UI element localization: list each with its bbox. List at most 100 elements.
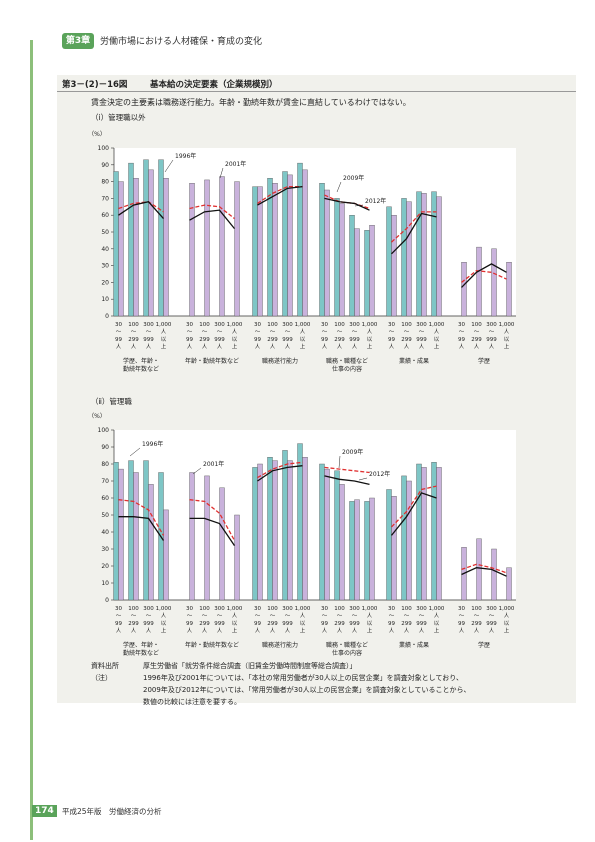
- x-tick-label: 人: [131, 628, 137, 635]
- bar: [506, 567, 512, 601]
- note-line: 2009年及び2012年については、「常用労働者が30人以上の民営企業」を調査対…: [143, 686, 471, 694]
- bar: [431, 191, 437, 317]
- series-line: [391, 485, 437, 528]
- x-tick-label: 人: [352, 628, 358, 635]
- x-tick-label: 〜: [389, 614, 395, 620]
- x-tick-label: 人: [367, 613, 373, 620]
- left-accent-bar: [30, 40, 33, 840]
- x-tick-label: 人: [217, 628, 223, 635]
- y-tick-label: 70: [101, 195, 109, 202]
- x-tick-label: 299: [401, 621, 412, 627]
- group-label: 学歴: [478, 641, 490, 649]
- bar: [113, 171, 119, 317]
- group-label: 勤続年数など: [123, 649, 159, 657]
- x-tick-label: 〜: [131, 614, 137, 620]
- x-tick-label: 以: [434, 621, 440, 627]
- x-tick-label: 人: [337, 628, 343, 635]
- group-label: 業績・成果: [399, 357, 429, 365]
- x-tick-label: 1,000: [227, 322, 243, 328]
- x-tick-label: 以: [300, 337, 306, 343]
- y-tick-label: 50: [101, 229, 109, 236]
- x-tick-label: 〜: [202, 330, 208, 336]
- series-line: [257, 185, 303, 206]
- bar: [431, 462, 437, 601]
- series-annotation: 2012年: [365, 197, 386, 205]
- bar: [163, 509, 169, 601]
- x-tick-label: 人: [459, 628, 465, 635]
- x-tick-label: 30: [388, 322, 395, 328]
- x-tick-label: 〜: [404, 330, 410, 336]
- group-label: 年齢・勤続年数など: [185, 641, 239, 649]
- y-tick-label: 40: [101, 529, 109, 536]
- x-tick-label: 30: [254, 322, 261, 328]
- bar: [421, 467, 427, 601]
- bar: [476, 246, 482, 317]
- x-tick-label: 100: [128, 606, 139, 612]
- y-tick-label: 0: [105, 313, 109, 320]
- x-tick-label: 人: [116, 628, 122, 635]
- annotation-leader: [338, 455, 341, 469]
- x-tick-label: 99: [321, 621, 328, 627]
- x-tick-label: 〜: [285, 330, 291, 336]
- x-tick-label: 〜: [474, 614, 480, 620]
- y-tick-label: 80: [101, 461, 109, 468]
- x-tick-label: 〜: [255, 330, 261, 336]
- annotation-leader: [219, 167, 224, 179]
- bar: [491, 548, 497, 601]
- x-tick-label: 人: [255, 628, 261, 635]
- x-tick-label: 人: [202, 344, 208, 351]
- bar: [133, 472, 139, 601]
- x-tick-label: 299: [267, 337, 278, 343]
- x-tick-label: 100: [128, 322, 139, 328]
- x-tick-label: 1,000: [362, 322, 378, 328]
- source-label: 資料出所: [91, 662, 119, 670]
- panel-label-2: （ⅱ）管理職: [91, 397, 132, 406]
- group-label: 学歴、年齢・: [123, 357, 159, 365]
- x-tick-label: 100: [471, 322, 482, 328]
- y-axis-unit: （%）: [88, 413, 106, 420]
- x-tick-label: 30: [388, 606, 395, 612]
- notes: 資料出所 厚生労働省「就労条件総合調査（旧賃金労働時間制度等総合調査）」 （注） 1…: [91, 660, 561, 708]
- x-tick-label: 人: [285, 628, 291, 635]
- x-tick-label: 人: [255, 344, 261, 351]
- x-tick-label: 299: [334, 621, 345, 627]
- x-tick-label: 人: [116, 344, 122, 351]
- x-tick-label: 以: [504, 337, 510, 343]
- annotation-leader: [354, 204, 364, 207]
- x-tick-label: 人: [131, 344, 137, 351]
- y-tick-label: 80: [101, 179, 109, 186]
- x-tick-label: 99: [115, 337, 122, 343]
- x-tick-label: 人: [270, 344, 276, 351]
- x-tick-label: 30: [186, 606, 193, 612]
- x-tick-label: 30: [321, 606, 328, 612]
- annotation-leader: [336, 181, 342, 193]
- bar: [163, 178, 169, 317]
- x-tick-label: 1,000: [499, 606, 515, 612]
- series-line: [324, 475, 370, 486]
- x-tick-label: 〜: [217, 614, 223, 620]
- bar: [302, 457, 308, 601]
- series-line: [189, 517, 236, 546]
- bar: [267, 457, 273, 601]
- x-tick-label: 299: [471, 337, 482, 343]
- x-tick-label: 1,000: [295, 322, 311, 328]
- bar: [334, 470, 340, 601]
- y-tick-label: 90: [101, 444, 109, 451]
- x-tick-label: 人: [419, 344, 425, 351]
- bar: [204, 179, 210, 317]
- x-tick-label: 〜: [322, 330, 328, 336]
- x-tick-label: 30: [458, 606, 465, 612]
- x-tick-label: 〜: [489, 614, 495, 620]
- bar: [324, 189, 330, 317]
- bar: [386, 206, 392, 317]
- x-tick-label: 999: [214, 337, 225, 343]
- x-tick-label: 300: [143, 322, 154, 328]
- y-tick-label: 10: [101, 580, 109, 587]
- series-line: [189, 209, 236, 230]
- bar: [234, 181, 240, 317]
- chart-managerial: （%）010203040506070809010030〜99人100〜299人3…: [88, 413, 516, 657]
- x-tick-label: 100: [334, 606, 345, 612]
- x-tick-label: 99: [186, 621, 193, 627]
- x-tick-label: 人: [419, 628, 425, 635]
- bar: [133, 178, 139, 317]
